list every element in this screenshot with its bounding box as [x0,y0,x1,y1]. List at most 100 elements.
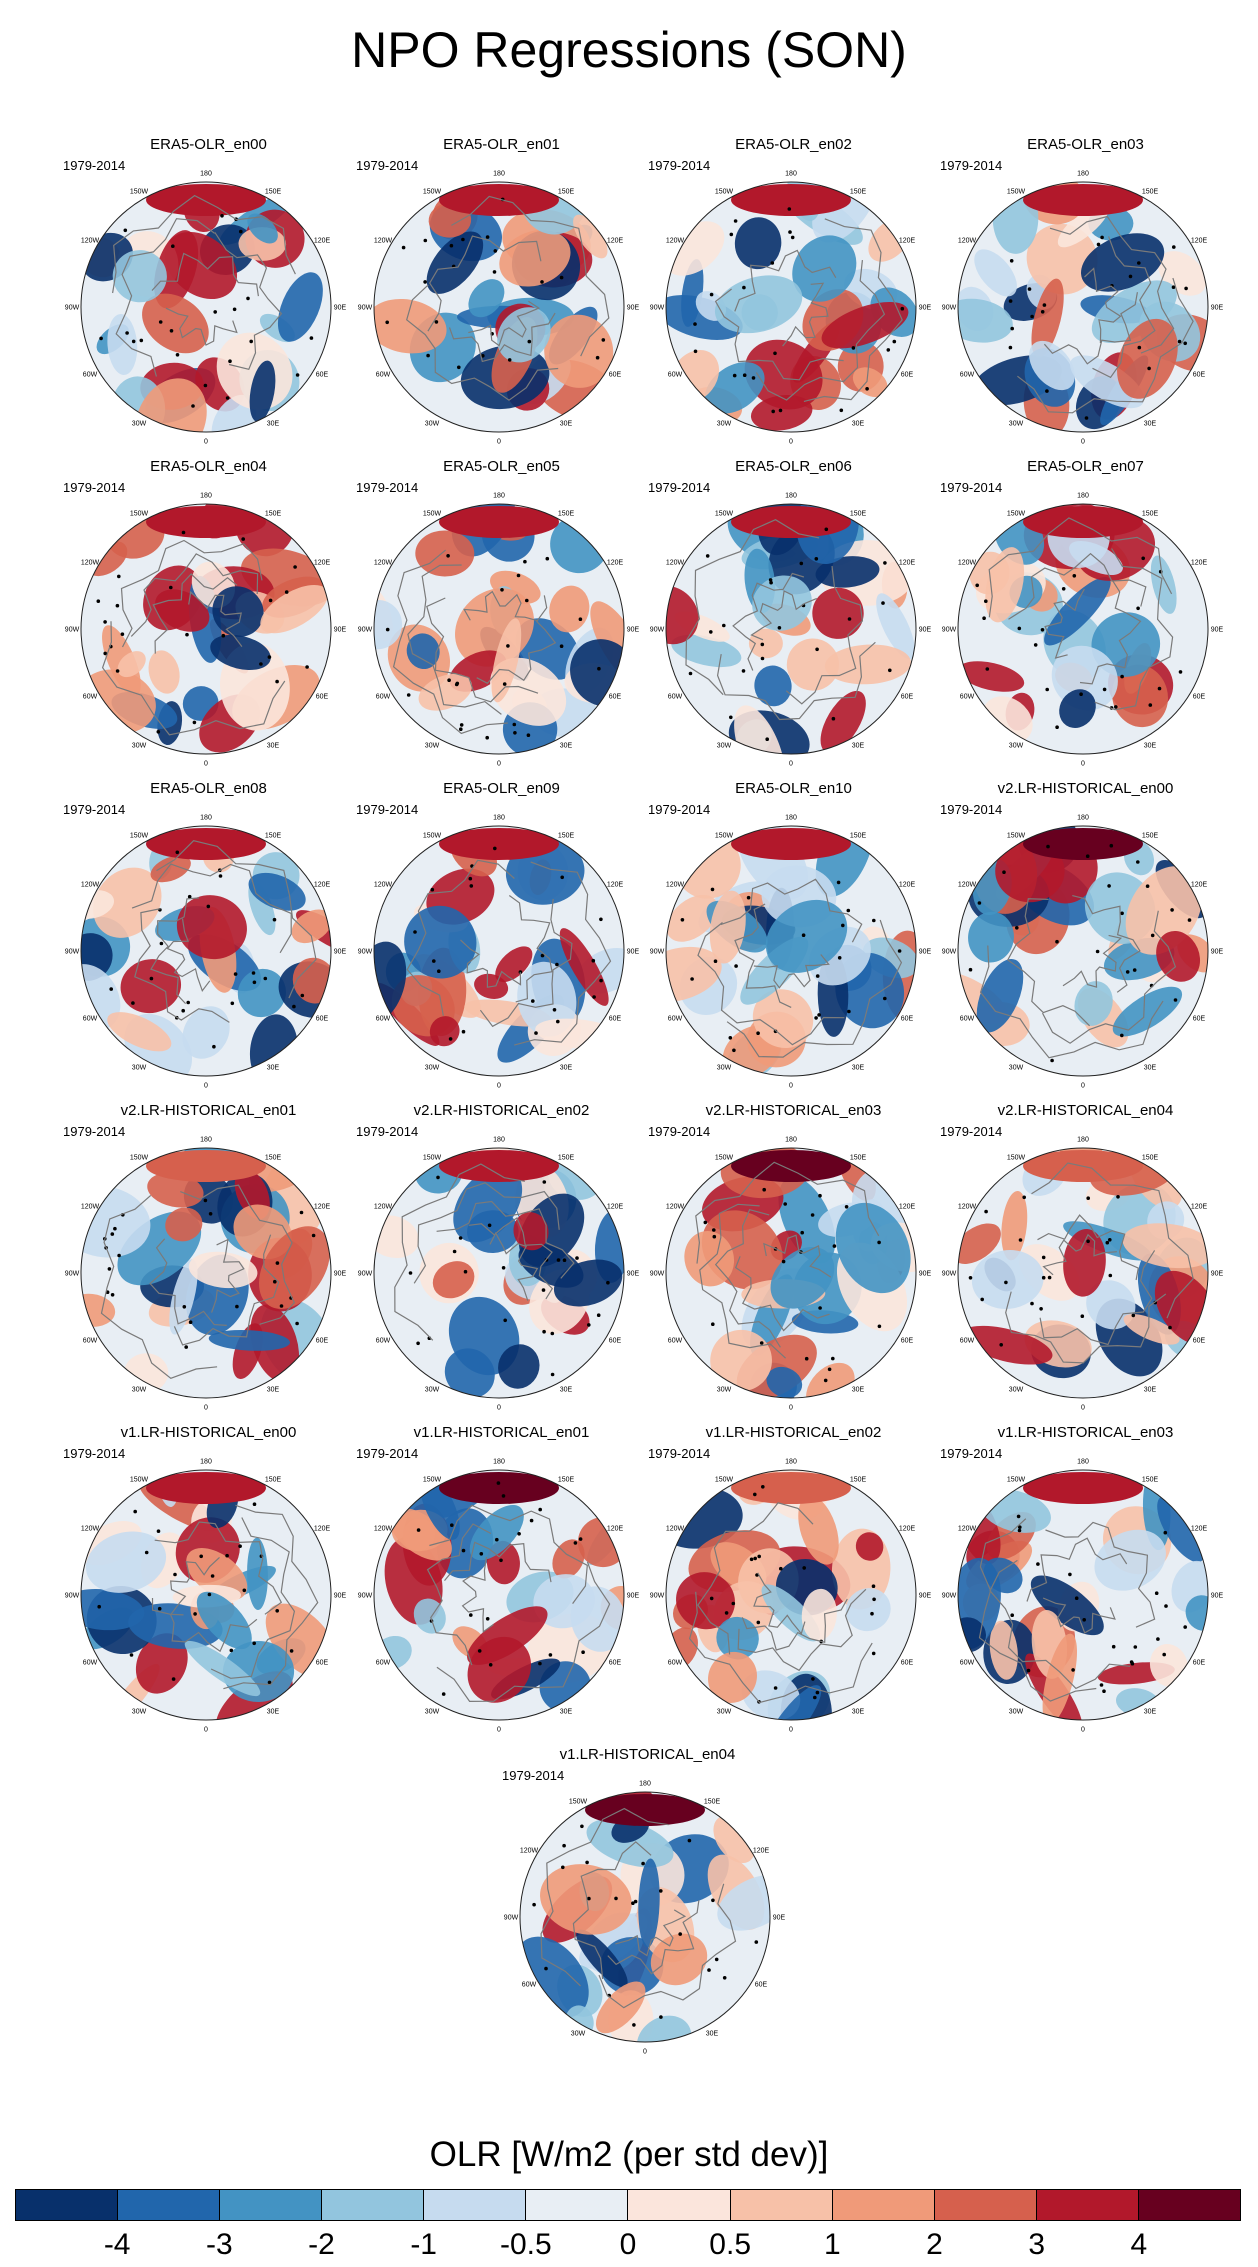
longitude-label: 150W [1007,1155,1026,1162]
longitude-label: 90W [65,1593,80,1600]
longitude-label: 30E [560,1709,573,1716]
longitude-label: 90W [358,1271,373,1278]
longitude-label: 30E [852,1709,865,1716]
longitude-label: 60W [960,1660,975,1667]
polar-map: 180 150E 120E 90E 60E 30E 0 30W 60W 90W 120W 150W [650,1459,932,1734]
longitude-label: 180 [1077,493,1089,500]
longitude-label: 60E [1193,1338,1206,1345]
longitude-label: 90E [627,1271,640,1278]
longitude-label: 30W [425,743,440,750]
polar-map: 180 150E 120E 90E 60E 30E 0 30W 60W 90W 120W 150W [65,171,347,446]
longitude-label: 30E [852,421,865,428]
longitude-label: 150W [130,1477,149,1484]
longitude-label: 150E [850,511,867,518]
longitude-label: 90W [358,1593,373,1600]
panel-period-label: 1979-2014 [940,1446,1003,1461]
polar-map: 180 150E 120E 90E 60E 30E 0 30W 60W 90W 120W 150W [942,171,1224,446]
longitude-label: 30E [560,1065,573,1072]
longitude-label: 30E [1144,421,1157,428]
longitude-label: 30W [425,1387,440,1394]
longitude-label: 30W [717,1387,732,1394]
longitude-label: 0 [204,1083,208,1090]
longitude-label: 30W [717,743,732,750]
longitude-label: 150E [1142,1155,1159,1162]
longitude-label: 90E [627,1593,640,1600]
colorbar-tick-label: -1 [410,2228,437,2261]
longitude-label: 150W [423,511,442,518]
longitude-label: 0 [497,1083,501,1090]
longitude-label: 120W [374,1204,393,1211]
longitude-label: 150E [850,1155,867,1162]
map-panel: ERA5-OLR_en01 1979-2014 180 150E 120E 90E 60E 3… [356,136,647,446]
longitude-label: 60E [901,1338,914,1345]
longitude-label: 150W [1007,1477,1026,1484]
longitude-label: 30W [717,421,732,428]
longitude-label: 180 [785,493,797,500]
longitude-label: 90W [942,627,957,634]
longitude-label: 180 [200,171,212,178]
longitude-label: 90E [627,305,640,312]
longitude-label: 30W [1009,1387,1024,1394]
colorbar-tick-label: -3 [205,2228,233,2261]
longitude-label: 120W [81,238,100,245]
longitude-label: 30W [132,1387,147,1394]
colorbar-box [730,2190,833,2220]
longitude-label: 60W [376,1338,391,1345]
panel-period-label: 1979-2014 [63,1446,126,1461]
panel-title: ERA5-OLR_en03 [1027,136,1144,153]
longitude-label: 0 [789,1405,793,1412]
longitude-label: 60E [316,1338,329,1345]
longitude-label: 90W [942,1271,957,1278]
longitude-label: 120E [1191,238,1208,245]
longitude-label: 30W [132,421,147,428]
longitude-label: 60W [960,372,975,379]
longitude-label: 90W [358,305,373,312]
longitude-label: 60E [609,1660,622,1667]
longitude-label: 0 [789,761,793,768]
longitude-label: 120E [899,1204,916,1211]
longitude-label: 120W [666,238,685,245]
longitude-label: 180 [200,1137,212,1144]
polar-map: 180 150E 120E 90E 60E 30E 0 30W 60W 90W 120W 150W [504,1781,786,2056]
panel-period-label: 1979-2014 [356,1124,419,1139]
panel-title: v1.LR-HISTORICAL_en03 [997,1424,1174,1441]
longitude-label: 0 [204,439,208,446]
longitude-label: 60E [316,1016,329,1023]
longitude-label: 30E [852,1387,865,1394]
longitude-label: 120E [1191,1526,1208,1533]
colorbar-ticks: -4 -3 -2 -1 -0.5 0 0.5 1 2 3 4 [15,2221,1241,2267]
colorbar-box [424,2190,527,2220]
longitude-label: 0 [789,1083,793,1090]
longitude-label: 120E [314,1526,331,1533]
polar-map: 180 150E 120E 90E 60E 30E 0 30W 60W 90W 120W 150W [942,493,1224,768]
longitude-label: 30E [1144,1387,1157,1394]
panel-period-label: 1979-2014 [502,1768,565,1783]
longitude-label: 60E [316,694,329,701]
longitude-label: 60W [83,694,98,701]
colorbar-tick-label: 0 [619,2228,637,2261]
longitude-label: 60E [1193,694,1206,701]
longitude-label: 150E [265,511,282,518]
longitude-label: 0 [204,1405,208,1412]
map-panel: ERA5-OLR_en05 1979-2014 180 150E 120E 90E 60E 3… [356,458,647,768]
map-panel: ERA5-OLR_en07 1979-2014 180 150E 120E 90E 60E 3… [940,458,1231,768]
panel-period-label: 1979-2014 [63,1124,126,1139]
longitude-label: 30E [1144,743,1157,750]
longitude-label: 120E [607,1204,624,1211]
page-title: NPO Regressions (SON) [351,22,907,78]
panel-title: ERA5-OLR_en01 [443,136,560,153]
panel-period-label: 1979-2014 [648,1446,711,1461]
longitude-label: 90E [919,1593,932,1600]
longitude-label: 120E [899,882,916,889]
panel-title: ERA5-OLR_en07 [1027,458,1144,475]
longitude-label: 60E [609,694,622,701]
longitude-label: 90E [919,627,932,634]
map-panel: v1.LR-HISTORICAL_en01 1979-2014 180 150E 120… [356,1424,647,1734]
polar-map: 180 150E 120E 90E 60E 30E 0 30W 60W 90W 120W 150W [358,493,640,768]
longitude-label: 60W [376,1660,391,1667]
longitude-label: 120W [81,882,100,889]
longitude-label: 90W [358,949,373,956]
longitude-label: 150E [265,1477,282,1484]
longitude-label: 30E [560,421,573,428]
longitude-label: 150W [1007,511,1026,518]
